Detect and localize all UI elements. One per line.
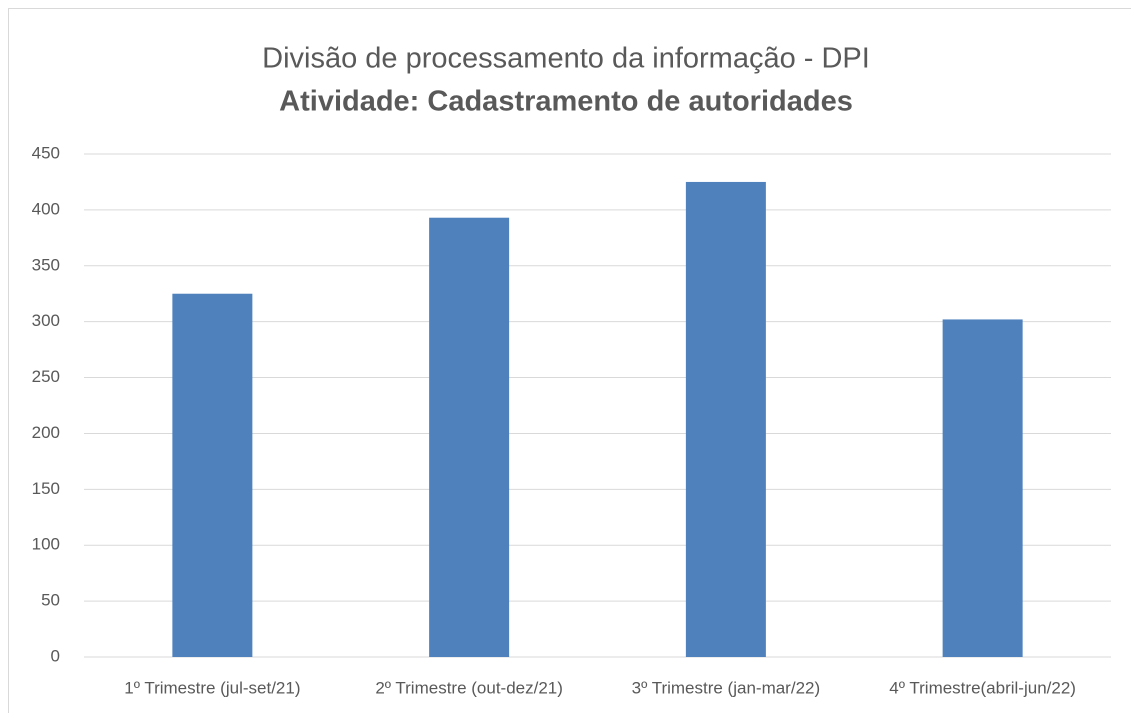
chart-subtitle: Atividade: Cadastramento de autoridades [279, 86, 853, 118]
y-tick-label: 350 [32, 255, 60, 274]
y-tick-label: 250 [32, 367, 60, 386]
y-tick-label: 300 [32, 311, 60, 330]
y-tick-label: 400 [32, 199, 60, 218]
bar [942, 319, 1023, 657]
y-tick-label: 200 [32, 423, 60, 442]
bar [172, 293, 253, 657]
x-tick-label: 3º Trimestre (jan-mar/22) [632, 678, 821, 697]
y-tick-label: 50 [41, 591, 60, 610]
y-tick-label: 150 [32, 479, 60, 498]
x-tick-label: 1º Trimestre (jul-set/21) [124, 678, 300, 697]
x-tick-label: 4º Trimestre(abril-jun/22) [889, 678, 1076, 697]
bar [685, 181, 766, 657]
y-tick-label: 0 [51, 646, 60, 665]
chart-title: Divisão de processamento da informação -… [262, 43, 870, 75]
y-tick-label: 450 [32, 143, 60, 162]
bar [429, 217, 510, 658]
x-tick-label: 2º Trimestre (out-dez/21) [375, 678, 563, 697]
y-tick-label: 100 [32, 535, 60, 554]
